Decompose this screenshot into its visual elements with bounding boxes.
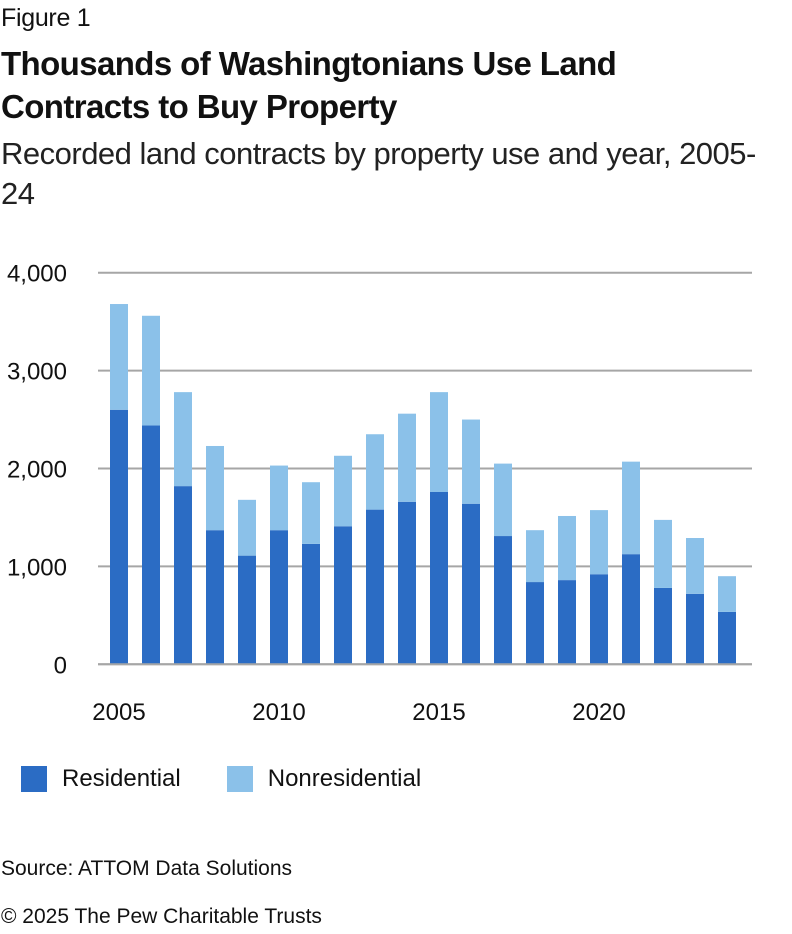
bar-residential-2006 — [142, 425, 160, 665]
bar-nonresidential-2024 — [718, 576, 736, 612]
bar-residential-2023 — [686, 593, 704, 665]
legend: Residential Nonresidential — [21, 762, 467, 796]
y-tick-label: 2,000 — [7, 457, 67, 484]
bar-residential-2019 — [558, 580, 576, 665]
x-tick-label: 2015 — [412, 699, 465, 726]
bar-nonresidential-2012 — [334, 455, 352, 527]
bar-residential-2013 — [366, 509, 384, 665]
bars — [98, 304, 752, 666]
bar-residential-2016 — [462, 503, 480, 665]
bar-nonresidential-2015 — [430, 392, 448, 492]
bar-nonresidential-2007 — [174, 392, 192, 487]
bar-residential-2021 — [622, 554, 640, 665]
bar-residential-2009 — [238, 555, 256, 665]
bar-nonresidential-2014 — [398, 413, 416, 502]
bar-nonresidential-2013 — [366, 434, 384, 510]
y-tick-label: 1,000 — [7, 554, 67, 581]
figure-label: Figure 1 — [1, 4, 91, 32]
bar-residential-2022 — [654, 587, 672, 665]
chart-title: Thousands of Washingtonians Use Land Con… — [1, 45, 617, 125]
bar-nonresidential-2006 — [142, 315, 160, 426]
chart-subtitle: Recorded land contracts by property use … — [1, 136, 756, 211]
x-tick-label: 2005 — [92, 699, 145, 726]
y-tick-label: 4,000 — [7, 261, 67, 288]
y-tick-label: 3,000 — [7, 359, 67, 386]
bar-residential-2024 — [718, 611, 736, 665]
bar-residential-2020 — [590, 574, 608, 665]
x-tick-label: 2020 — [572, 699, 625, 726]
bar-residential-2017 — [494, 536, 512, 665]
x-tick-label: 2010 — [252, 699, 305, 726]
bar-nonresidential-2018 — [526, 530, 544, 583]
bar-nonresidential-2019 — [558, 515, 576, 581]
bar-residential-2005 — [110, 409, 128, 665]
bar-residential-2007 — [174, 486, 192, 665]
bar-nonresidential-2008 — [206, 445, 224, 531]
source-note: Source: ATTOM Data Solutions — [1, 857, 293, 880]
bar-nonresidential-2022 — [654, 519, 672, 588]
bar-nonresidential-2016 — [462, 419, 480, 504]
y-tick-label: 0 — [54, 652, 67, 679]
legend-swatch-residential — [21, 766, 47, 792]
bar-nonresidential-2010 — [270, 465, 288, 531]
legend-swatch-nonresidential — [226, 766, 253, 792]
bar-nonresidential-2021 — [622, 461, 640, 555]
bar-residential-2018 — [526, 582, 544, 665]
bar-residential-2014 — [398, 501, 416, 665]
gridlines — [98, 271, 752, 666]
legend-label-residential: Residential — [62, 765, 181, 792]
y-axis-tick-labels: 0 1,000 2,000 3,000 4,000 — [7, 261, 67, 680]
legend-item-nonresidential: Nonresidential — [226, 764, 422, 794]
legend-item-residential: Residential — [21, 764, 181, 794]
bar-residential-2010 — [270, 530, 288, 665]
bar-nonresidential-2017 — [494, 463, 512, 537]
bar-residential-2011 — [302, 543, 320, 665]
bar-nonresidential-2011 — [302, 482, 320, 544]
bar-nonresidential-2020 — [590, 510, 608, 575]
legend-label-nonresidential: Nonresidential — [267, 765, 422, 792]
x-axis-tick-labels: 2005 2010 2015 2020 — [92, 699, 625, 726]
copyright-note: © 2025 The Pew Charitable Trusts — [1, 905, 322, 928]
bar-nonresidential-2023 — [686, 538, 704, 594]
bar-residential-2012 — [334, 526, 352, 665]
bar-nonresidential-2009 — [238, 499, 256, 556]
bar-residential-2008 — [206, 530, 224, 665]
bar-residential-2015 — [430, 491, 448, 665]
bar-nonresidential-2005 — [110, 304, 128, 410]
